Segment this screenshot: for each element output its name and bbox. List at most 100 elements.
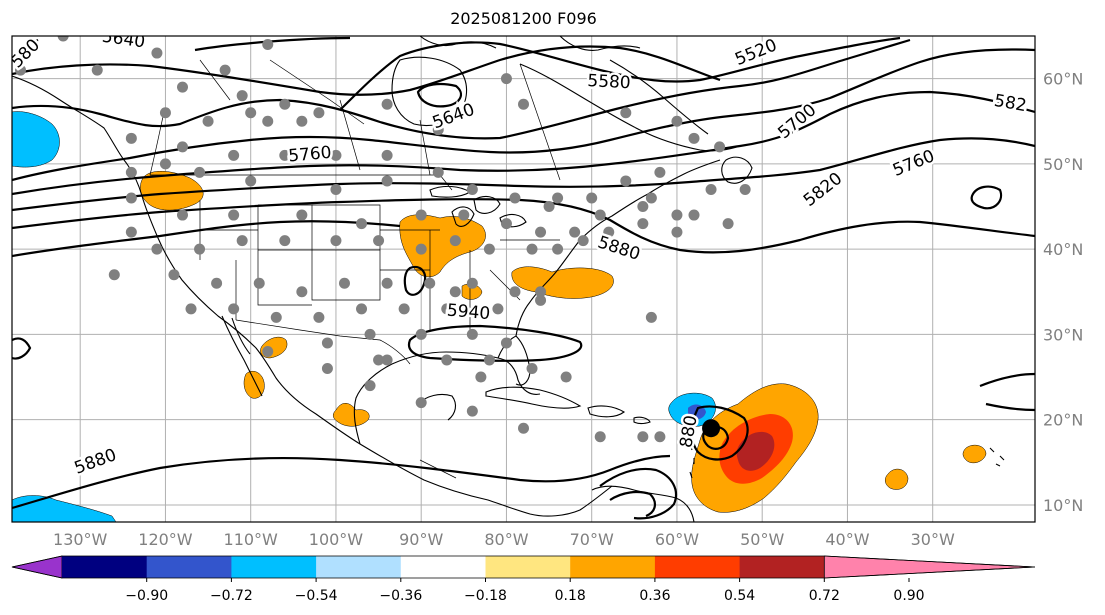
colorbar-tick-label: 0.18 xyxy=(555,588,586,604)
station-marker xyxy=(509,286,521,298)
station-marker xyxy=(466,328,478,340)
station-marker xyxy=(526,363,538,375)
colorbar-tick-label: −0.72 xyxy=(210,588,253,604)
station-marker xyxy=(449,235,461,247)
station-marker xyxy=(705,183,717,195)
station-marker xyxy=(500,73,512,85)
station-marker xyxy=(321,363,333,375)
station-marker xyxy=(236,235,248,247)
colorbar-segment xyxy=(400,556,486,578)
station-marker xyxy=(492,303,504,315)
station-marker xyxy=(168,269,180,281)
station-marker xyxy=(262,115,274,127)
station-marker xyxy=(603,226,615,238)
lat-tick-label: 40°N xyxy=(1043,240,1083,259)
colorbar-segment xyxy=(316,556,402,578)
station-marker xyxy=(381,175,393,187)
station-marker xyxy=(415,243,427,255)
lon-tick-label: 90°W xyxy=(399,530,443,549)
height-contours xyxy=(12,36,1035,520)
figure-title: 2025081200 F096 xyxy=(450,9,597,28)
station-marker xyxy=(177,209,188,221)
station-marker xyxy=(432,124,444,136)
station-marker xyxy=(381,354,393,366)
station-marker xyxy=(57,36,69,42)
colorbar-outline xyxy=(11,555,1036,579)
station-marker xyxy=(671,115,683,127)
station-marker xyxy=(279,98,291,110)
lon-tick-label: 30°W xyxy=(911,530,955,549)
station-marker xyxy=(509,192,521,204)
lat-tick-label: 10°N xyxy=(1043,496,1083,515)
station-marker xyxy=(364,380,376,392)
station-marker xyxy=(722,218,734,230)
station-marker xyxy=(586,192,598,204)
coastlines xyxy=(12,36,1035,522)
station-marker xyxy=(714,141,726,153)
colorbar-segment xyxy=(485,556,571,578)
station-marker xyxy=(245,175,257,187)
colorbar-segment xyxy=(654,556,741,578)
lon-tick-label: 50°W xyxy=(740,530,784,549)
station-marker xyxy=(381,98,393,110)
station-marker xyxy=(483,243,495,255)
station-marker xyxy=(356,303,368,315)
colorbar-tick-label: −0.18 xyxy=(464,588,507,604)
station-marker xyxy=(483,354,495,366)
station-marker xyxy=(211,277,223,289)
station-marker xyxy=(228,303,240,315)
colorbar-tick-label: 0.36 xyxy=(639,588,670,604)
station-marker xyxy=(151,243,163,255)
station-marker xyxy=(637,218,649,230)
station-marker xyxy=(620,107,632,119)
station-marker xyxy=(194,166,206,178)
station-marker xyxy=(543,201,555,213)
station-marker xyxy=(296,209,308,221)
station-marker xyxy=(253,277,265,289)
station-marker xyxy=(594,209,606,221)
station-marker xyxy=(262,345,274,357)
station-marker xyxy=(415,328,427,340)
station-marker xyxy=(262,39,274,51)
station-marker xyxy=(270,311,282,323)
station-marker xyxy=(338,277,350,289)
station-marker xyxy=(441,354,453,366)
station-marker xyxy=(381,277,393,289)
colorbar-tick-label: −0.90 xyxy=(125,588,168,604)
station-marker xyxy=(125,226,137,238)
station-marker xyxy=(637,201,649,213)
station-marker xyxy=(177,141,188,153)
political-borders xyxy=(149,59,561,479)
longitude-labels: 130°W 120°W 110°W 100°W 90°W 80°W 70°W 60°W 50°W… xyxy=(53,530,955,549)
station-marker xyxy=(125,192,137,204)
station-marker xyxy=(432,166,444,178)
contour-label: 5940 xyxy=(446,301,491,325)
colorbar-segment xyxy=(739,556,825,578)
colorbar-segment xyxy=(146,556,232,578)
station-marker xyxy=(466,277,478,289)
station-marker xyxy=(620,175,632,187)
station-marker xyxy=(739,183,751,195)
station-marker xyxy=(535,226,547,238)
station-marker xyxy=(313,311,325,323)
lon-tick-label: 110°W xyxy=(224,530,279,549)
station-marker xyxy=(202,115,214,127)
map-frame xyxy=(11,35,1036,523)
station-marker xyxy=(560,371,572,383)
station-marker xyxy=(356,218,368,230)
station-marker xyxy=(236,90,248,102)
station-marker xyxy=(228,209,240,221)
lon-tick-label: 120°W xyxy=(138,530,193,549)
station-marker xyxy=(552,243,564,255)
lon-tick-label: 100°W xyxy=(309,530,364,549)
storm-center-marker xyxy=(702,419,721,438)
station-marker xyxy=(671,226,683,238)
station-marker xyxy=(645,192,657,204)
lon-tick-label: 70°W xyxy=(570,530,614,549)
station-marker xyxy=(637,431,649,443)
station-marker xyxy=(125,166,137,178)
station-marker xyxy=(441,303,453,315)
station-marker xyxy=(688,132,700,144)
lon-tick-label: 80°W xyxy=(484,530,528,549)
